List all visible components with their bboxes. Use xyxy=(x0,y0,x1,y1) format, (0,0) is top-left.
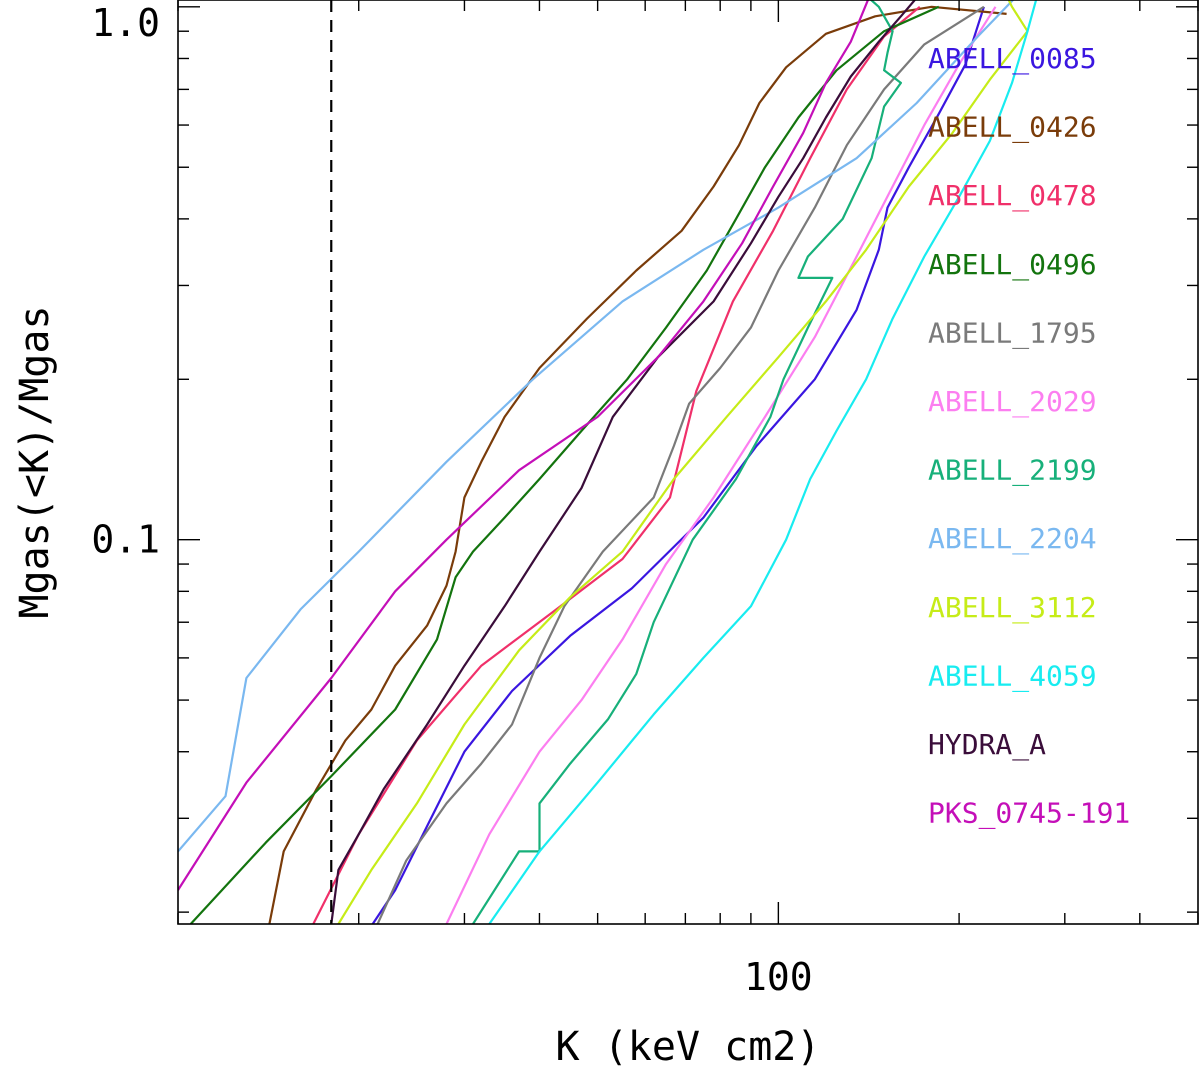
series-line-abell_2204 xyxy=(178,0,1015,853)
series-line-abell_4059 xyxy=(488,0,1038,924)
series-line-abell_0496 xyxy=(189,5,940,924)
legend-entry-abell_0426: ABELL_0426 xyxy=(928,111,1097,145)
x-tick-label: 100 xyxy=(744,955,813,999)
y-tick-label: 0.1 xyxy=(91,518,160,562)
series-line-abell_2029 xyxy=(445,6,997,924)
series-line-abell_0426 xyxy=(268,5,1007,924)
y-tick-label: 1.0 xyxy=(91,1,160,45)
series-line-abell_1795 xyxy=(376,5,985,924)
series-line-abell_2199 xyxy=(472,0,903,924)
legend-entry-abell_0085: ABELL_0085 xyxy=(928,42,1097,76)
series-layer xyxy=(178,0,1038,924)
legend-entry-hydra_a: HYDRA_A xyxy=(928,728,1046,762)
legend-entry-pks_0745-191: PKS_0745-191 xyxy=(928,797,1130,831)
series-line-abell_3112 xyxy=(337,0,1029,924)
legend-entry-abell_2029: ABELL_2029 xyxy=(928,385,1097,419)
legend-entry-abell_3112: ABELL_3112 xyxy=(928,591,1097,625)
series-line-hydra_a xyxy=(330,0,917,924)
legend-entry-abell_0478: ABELL_0478 xyxy=(928,179,1097,213)
legend-entry-abell_1795: ABELL_1795 xyxy=(928,316,1097,350)
x-axis-title: K (keV cm2) xyxy=(556,1024,821,1070)
series-line-abell_0478 xyxy=(312,5,921,924)
series-line-pks_0745-191 xyxy=(178,0,870,891)
legend-layer: ABELL_0085 ABELL_0426 ABELL_0478 ABELL_0496… xyxy=(928,42,1130,831)
legend-entry-abell_2199: ABELL_2199 xyxy=(928,454,1097,488)
legend-entry-abell_4059: ABELL_4059 xyxy=(928,659,1097,693)
plot-frame xyxy=(177,0,1199,925)
axes-layer: 100 0.1 1.0 xyxy=(91,0,1199,999)
legend-entry-abell_0496: ABELL_0496 xyxy=(928,248,1097,282)
y-axis-title: Mgas(<K)/Mgas xyxy=(12,305,58,618)
series-line-abell_0085 xyxy=(371,6,985,924)
legend-entry-abell_2204: ABELL_2204 xyxy=(928,522,1097,556)
